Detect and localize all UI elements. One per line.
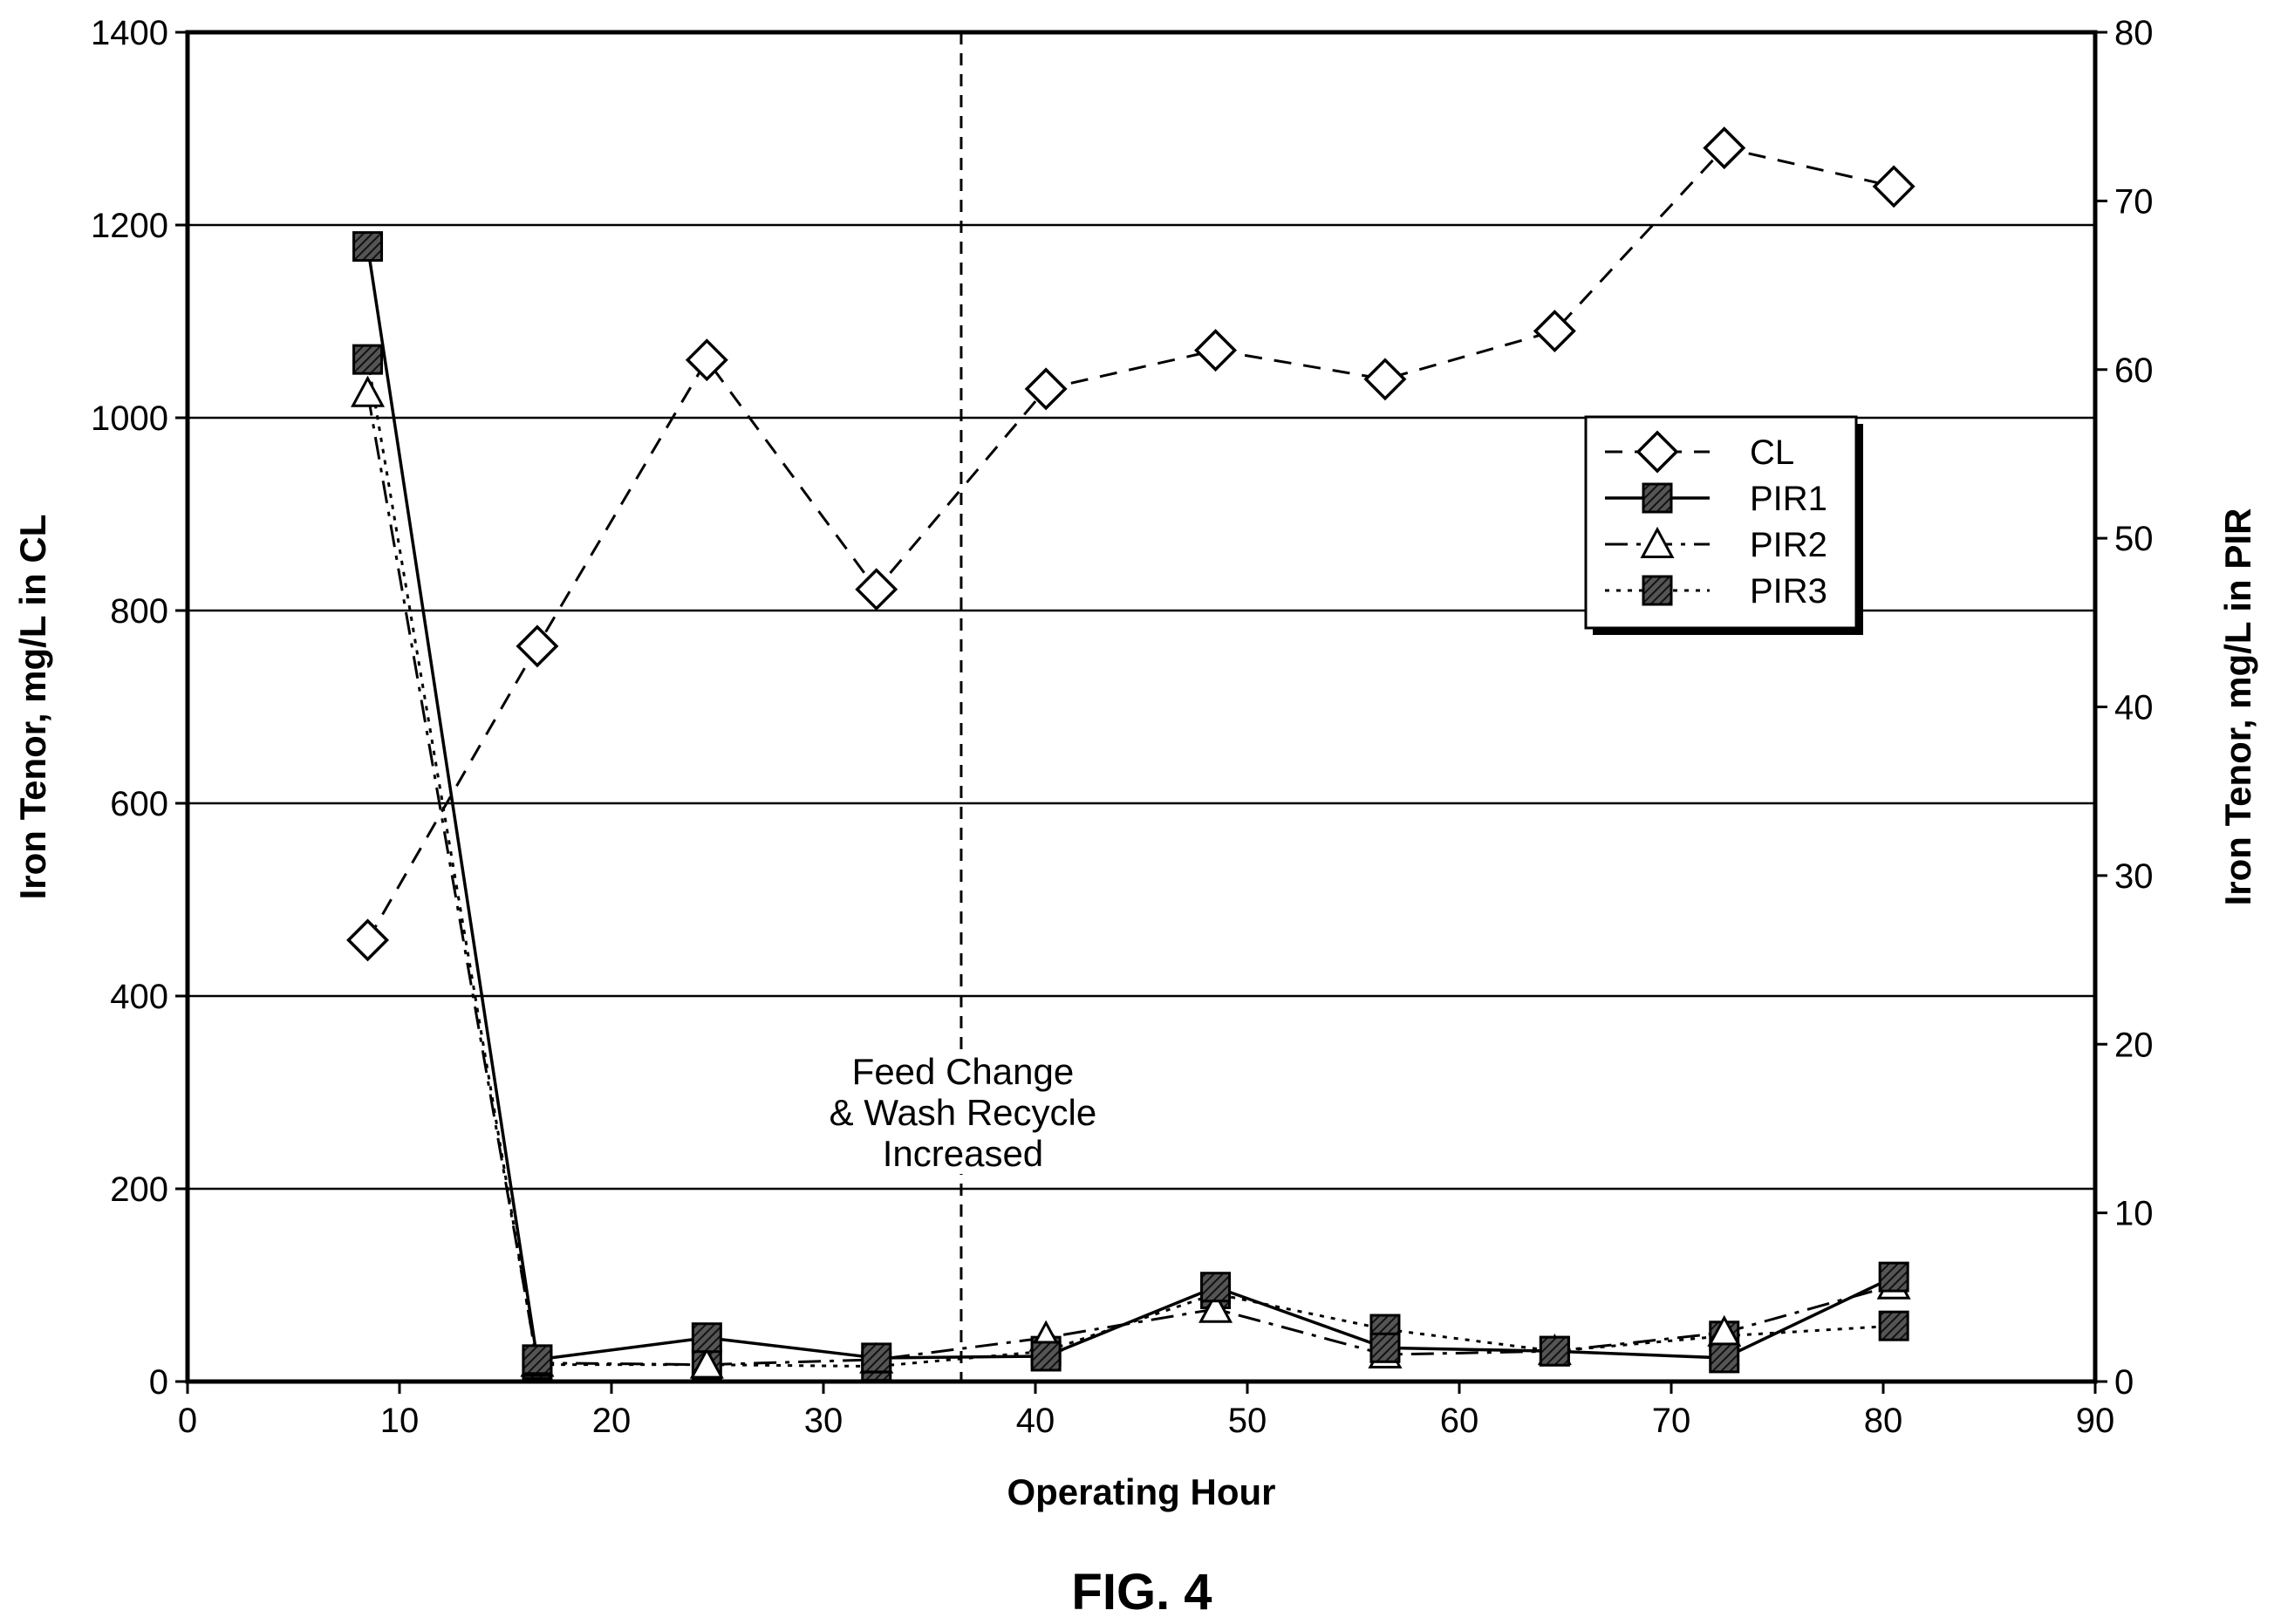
y-right-tick-label: 40 (2114, 689, 2154, 727)
x-tick-label: 60 (1440, 1402, 1479, 1440)
y-right-tick-label: 10 (2114, 1195, 2154, 1233)
y-left-tick-label: 600 (110, 785, 168, 823)
gridlines (188, 223, 2095, 1191)
series (346, 126, 1915, 1382)
y-right-axis-title: Iron Tenor, mg/L in PIR (2217, 508, 2258, 906)
point-pir2 (1198, 1291, 1233, 1323)
point-pir1 (1878, 1261, 1909, 1293)
point-pir1 (1369, 1332, 1401, 1363)
point-cl (855, 568, 898, 611)
point-cl (1194, 329, 1238, 372)
y-left-tick-label: 800 (110, 592, 168, 631)
y-right-tick-label: 20 (2114, 1026, 2154, 1064)
point-pir3 (352, 344, 384, 375)
y-left-tick-label: 1200 (91, 207, 168, 245)
annotation-bg (812, 1051, 1110, 1092)
legend: CL PIR1 PIR2 PIR3 (1584, 415, 1863, 635)
series-line-cl (366, 146, 1895, 941)
y-right-tick-label: 30 (2114, 857, 2154, 896)
point-pir1 (1709, 1342, 1740, 1374)
x-axis-title: Operating Hour (1007, 1471, 1275, 1512)
x-tick-label: 90 (2076, 1402, 2115, 1440)
axes: 0200400600800100012001400010203040506070… (91, 14, 2153, 1440)
x-tick-label: 80 (1864, 1402, 1903, 1440)
y-left-tick-label: 400 (110, 978, 168, 1016)
y-right-tick-label: 0 (2114, 1363, 2134, 1402)
series-line-pir2 (366, 392, 1895, 1367)
y-left-tick-label: 0 (149, 1363, 168, 1402)
point-pir2 (689, 1347, 724, 1379)
x-tick-label: 30 (804, 1402, 843, 1440)
y-right-tick-label: 50 (2114, 520, 2154, 558)
y-left-tick-label: 1000 (91, 399, 168, 438)
point-pir1 (352, 231, 384, 263)
figure-label: FIG. 4 (1071, 1564, 1212, 1621)
point-pir1 (522, 1344, 553, 1375)
point-pir1 (861, 1342, 892, 1374)
point-pir1 (1030, 1341, 1062, 1372)
point-cl (1533, 310, 1576, 353)
annotation-bg (812, 1092, 1110, 1133)
annotation-line: & Wash Recycle (830, 1092, 1097, 1133)
y-left-tick-label: 1400 (91, 14, 168, 52)
point-pir1 (1200, 1272, 1232, 1303)
legend-marker-pir2 (1640, 526, 1675, 558)
annotation-line: Feed Change (852, 1051, 1075, 1092)
point-cl (685, 338, 728, 382)
legend-label-pir3: PIR3 (1750, 572, 1827, 611)
y-left-tick-label: 200 (110, 1170, 168, 1209)
y-left-axis-title: Iron Tenor, mg/L in CL (12, 515, 53, 900)
legend-label-pir2: PIR2 (1750, 526, 1827, 564)
point-cl (1024, 367, 1068, 411)
annotation-bg (812, 1133, 1110, 1174)
legend-marker-pir3 (1642, 575, 1673, 606)
plot-frame (185, 30, 2098, 1384)
x-tick-label: 50 (1228, 1402, 1267, 1440)
series-line-pir1 (365, 246, 1895, 1361)
legend-marker-cl (1636, 430, 1679, 474)
legend-box (1584, 415, 1858, 630)
point-cl (1703, 126, 1746, 170)
point-pir2 (351, 375, 386, 407)
point-cl (1872, 165, 1915, 208)
x-tick-label: 70 (1652, 1402, 1691, 1440)
x-tick-label: 0 (178, 1402, 197, 1440)
point-cl (1363, 358, 1407, 401)
y-right-tick-label: 60 (2114, 351, 2154, 390)
point-pir1 (691, 1322, 722, 1354)
legend-label-pir1: PIR1 (1750, 480, 1827, 518)
point-pir3 (1878, 1310, 1909, 1341)
point-pir1 (1539, 1335, 1570, 1367)
legend-label-cl: CL (1750, 433, 1794, 472)
x-tick-label: 20 (592, 1402, 632, 1440)
legend-marker-pir1 (1642, 482, 1673, 514)
point-cl (516, 624, 559, 668)
labels: Operating Hour Iron Tenor, mg/L in CL Iron… (12, 508, 2258, 1621)
point-cl (346, 918, 390, 962)
x-tick-label: 10 (380, 1402, 420, 1440)
x-tick-label: 40 (1016, 1402, 1055, 1440)
y-right-tick-label: 70 (2114, 182, 2154, 221)
y-right-tick-label: 80 (2114, 14, 2154, 52)
annotation-line: Increased (883, 1133, 1043, 1174)
